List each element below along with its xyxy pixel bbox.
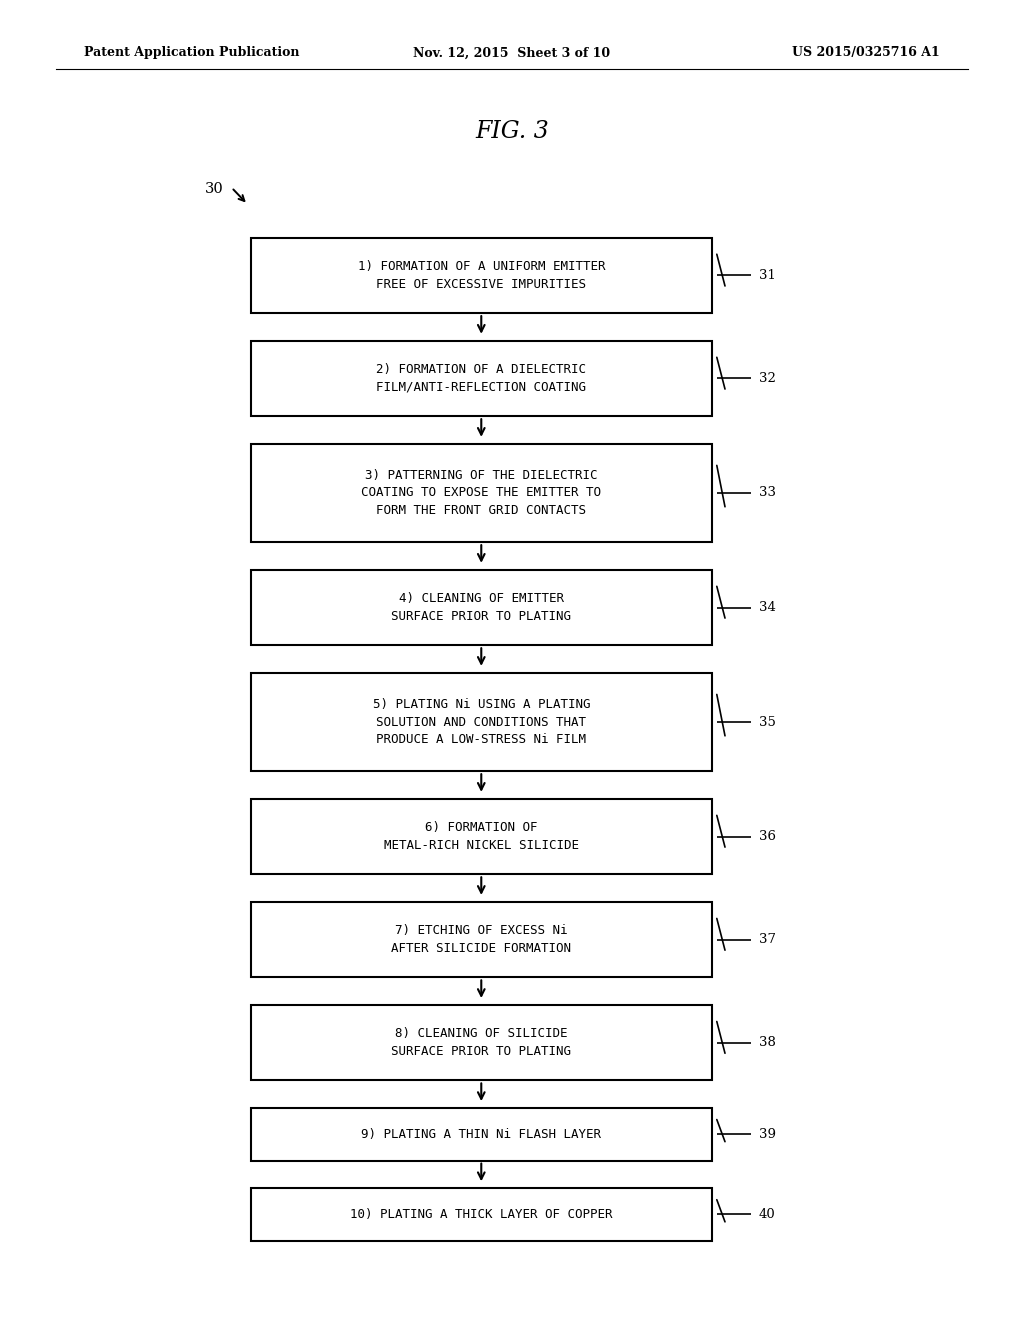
Bar xyxy=(251,799,712,874)
Bar xyxy=(251,1107,712,1160)
Text: 36: 36 xyxy=(759,830,776,843)
Bar xyxy=(251,673,712,771)
Text: 37: 37 xyxy=(759,933,776,946)
Text: Nov. 12, 2015  Sheet 3 of 10: Nov. 12, 2015 Sheet 3 of 10 xyxy=(414,46,610,59)
Text: 1) FORMATION OF A UNIFORM EMITTER
FREE OF EXCESSIVE IMPURITIES: 1) FORMATION OF A UNIFORM EMITTER FREE O… xyxy=(357,260,605,290)
Text: 30: 30 xyxy=(205,182,223,197)
Text: 5) PLATING Ni USING A PLATING
SOLUTION AND CONDITIONS THAT
PRODUCE A LOW-STRESS : 5) PLATING Ni USING A PLATING SOLUTION A… xyxy=(373,698,590,746)
Bar xyxy=(251,1188,712,1241)
Text: US 2015/0325716 A1: US 2015/0325716 A1 xyxy=(793,46,940,59)
Text: FIG. 3: FIG. 3 xyxy=(475,120,549,144)
Text: 31: 31 xyxy=(759,269,775,282)
Text: Patent Application Publication: Patent Application Publication xyxy=(84,46,299,59)
Text: 9) PLATING A THIN Ni FLASH LAYER: 9) PLATING A THIN Ni FLASH LAYER xyxy=(361,1127,601,1140)
Bar xyxy=(251,444,712,543)
Bar xyxy=(251,902,712,977)
Text: 35: 35 xyxy=(759,715,775,729)
Text: 34: 34 xyxy=(759,601,775,614)
Text: 3) PATTERNING OF THE DIELECTRIC
COATING TO EXPOSE THE EMITTER TO
FORM THE FRONT : 3) PATTERNING OF THE DIELECTRIC COATING … xyxy=(361,469,601,517)
Text: 38: 38 xyxy=(759,1036,775,1049)
Text: 7) ETCHING OF EXCESS Ni
AFTER SILICIDE FORMATION: 7) ETCHING OF EXCESS Ni AFTER SILICIDE F… xyxy=(391,924,571,954)
Text: 2) FORMATION OF A DIELECTRIC
FILM/ANTI-REFLECTION COATING: 2) FORMATION OF A DIELECTRIC FILM/ANTI-R… xyxy=(376,363,587,393)
Text: 6) FORMATION OF
METAL-RICH NICKEL SILICIDE: 6) FORMATION OF METAL-RICH NICKEL SILICI… xyxy=(384,821,579,851)
Bar xyxy=(251,1005,712,1081)
Text: 10) PLATING A THICK LAYER OF COPPER: 10) PLATING A THICK LAYER OF COPPER xyxy=(350,1208,612,1221)
Bar xyxy=(251,570,712,645)
Text: 39: 39 xyxy=(759,1127,776,1140)
Text: 32: 32 xyxy=(759,372,775,385)
Text: 8) CLEANING OF SILICIDE
SURFACE PRIOR TO PLATING: 8) CLEANING OF SILICIDE SURFACE PRIOR TO… xyxy=(391,1027,571,1057)
Text: 40: 40 xyxy=(759,1208,775,1221)
Text: 4) CLEANING OF EMITTER
SURFACE PRIOR TO PLATING: 4) CLEANING OF EMITTER SURFACE PRIOR TO … xyxy=(391,593,571,623)
Bar xyxy=(251,238,712,313)
Text: 33: 33 xyxy=(759,487,776,499)
Bar xyxy=(251,341,712,416)
